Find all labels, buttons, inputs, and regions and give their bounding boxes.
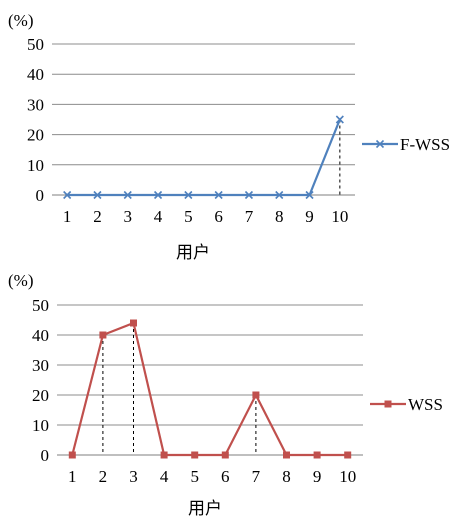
y-tick-label: 50 xyxy=(32,296,49,315)
x-tick-labels: 1 2 3 4 5 6 7 8 9 10 xyxy=(63,207,348,226)
x-tick-label: 8 xyxy=(275,207,284,226)
legend-marker xyxy=(384,400,392,408)
y-tick-label: 0 xyxy=(41,446,50,465)
x-tick-label: 3 xyxy=(129,467,138,486)
x-tick-label: 7 xyxy=(245,207,254,226)
x-tick-label: 5 xyxy=(184,207,193,226)
legend-label: WSS xyxy=(408,395,443,414)
data-point xyxy=(153,190,163,200)
y-tick-label: 40 xyxy=(32,326,49,345)
series-lines xyxy=(67,119,341,197)
data-point xyxy=(313,451,321,459)
y-tick-label: 40 xyxy=(27,65,44,84)
y-tick-labels: 0 10 20 30 40 50 xyxy=(27,35,44,205)
x-tick-label: 6 xyxy=(221,467,230,486)
x-tick-label: 10 xyxy=(331,207,348,226)
chart-f-wss: (%) 0 10 20 30 40 50 1 2 3 4 5 6 7 8 9 10 F-WSS 用户 xyxy=(8,11,450,262)
x-tick-label: 4 xyxy=(160,467,169,486)
x-tick-label: 6 xyxy=(214,207,223,226)
drop-lines xyxy=(102,323,257,455)
y-tick-label: 20 xyxy=(32,386,49,405)
data-point xyxy=(283,451,290,459)
data-point xyxy=(344,451,352,459)
unit-label: (%) xyxy=(8,271,33,290)
data-point xyxy=(93,190,102,200)
x-tick-label: 1 xyxy=(63,207,72,226)
x-tick-label: 3 xyxy=(124,207,133,226)
series-markers xyxy=(68,319,352,459)
y-tick-label: 10 xyxy=(27,156,44,175)
x-tick-label: 8 xyxy=(282,467,291,486)
x-axis-label: 用户 xyxy=(188,499,222,518)
x-tick-label: 4 xyxy=(154,207,163,226)
x-tick-labels: 1 2 3 4 5 6 7 8 9 10 xyxy=(68,467,356,486)
x-tick-label: 5 xyxy=(190,467,199,486)
data-point xyxy=(214,190,223,200)
x-tick-label: 9 xyxy=(313,467,322,486)
data-point xyxy=(275,190,284,200)
x-tick-label: 9 xyxy=(305,207,314,226)
gridlines xyxy=(52,43,355,196)
data-point xyxy=(191,451,199,459)
data-point xyxy=(160,451,168,459)
x-tick-label: 2 xyxy=(93,207,102,226)
data-point xyxy=(68,451,76,459)
data-point xyxy=(244,190,254,200)
data-point xyxy=(184,190,193,200)
legend-marker xyxy=(375,139,385,149)
chart-wss: (%) 0 10 20 30 40 50 1 2 3 4 5 6 7 8 9 10 WSS 用户 xyxy=(8,271,443,518)
y-tick-label: 20 xyxy=(27,126,44,145)
y-tick-label: 10 xyxy=(32,416,49,435)
x-axis-label: 用户 xyxy=(176,243,210,262)
data-point xyxy=(63,190,72,200)
data-point xyxy=(335,115,344,124)
legend-label: F-WSS xyxy=(400,135,450,154)
series-line xyxy=(67,119,341,197)
data-point xyxy=(221,451,229,459)
legend: F-WSS xyxy=(362,135,450,154)
x-tick-label: 2 xyxy=(99,467,108,486)
data-point xyxy=(252,391,260,399)
series-line xyxy=(71,321,348,457)
unit-label: (%) xyxy=(8,11,33,30)
x-tick-label: 1 xyxy=(68,467,77,486)
y-tick-labels: 0 10 20 30 40 50 xyxy=(32,296,49,465)
legend: WSS xyxy=(370,395,443,414)
y-tick-label: 50 xyxy=(27,35,44,54)
data-point xyxy=(130,319,137,327)
series-markers xyxy=(63,115,344,200)
y-tick-label: 0 xyxy=(36,186,45,205)
x-tick-label: 7 xyxy=(252,467,261,486)
y-tick-label: 30 xyxy=(27,95,44,114)
data-point xyxy=(99,331,107,339)
data-point xyxy=(305,190,314,200)
y-tick-label: 30 xyxy=(32,356,49,375)
data-point xyxy=(123,190,132,200)
x-tick-label: 10 xyxy=(339,467,356,486)
series-lines xyxy=(71,321,348,457)
